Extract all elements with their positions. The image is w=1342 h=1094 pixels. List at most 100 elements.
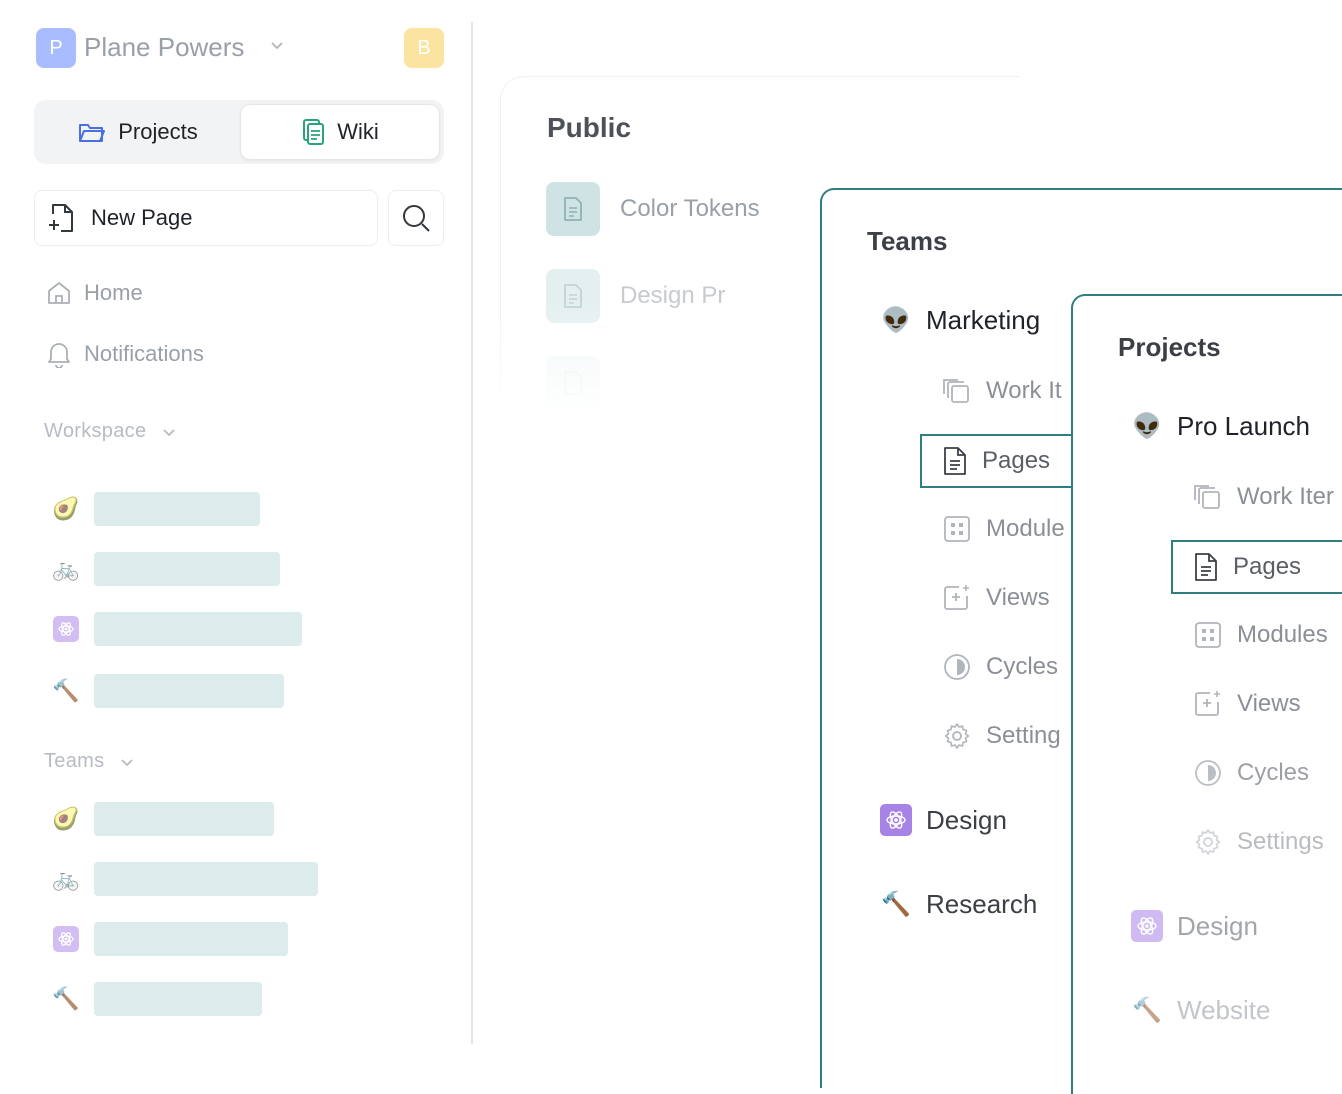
section-teams[interactable]: Teams xyxy=(44,750,134,773)
public-item[interactable]: Color Tokens xyxy=(546,182,760,236)
user-avatar[interactable]: B xyxy=(404,28,444,68)
document-icon xyxy=(546,182,600,236)
sub-item-label: Work Iter xyxy=(1237,483,1334,510)
bicycle-icon: 🚲 xyxy=(52,556,80,581)
team-group-research[interactable]: 🔨 Research xyxy=(880,888,1037,920)
new-page-label: New Page xyxy=(91,205,193,230)
sub-item-cycles[interactable]: Cycles xyxy=(1193,758,1342,788)
tab-wiki-label: Wiki xyxy=(337,119,379,144)
sub-item-views[interactable]: Views xyxy=(942,583,1072,613)
list-item[interactable] xyxy=(52,922,288,956)
workspace-name[interactable]: Plane Powers xyxy=(84,32,245,62)
section-workspace-label: Workspace xyxy=(44,420,147,442)
nav-home[interactable]: Home xyxy=(46,280,143,306)
list-item[interactable]: 🔨 xyxy=(52,674,284,708)
placeholder-bar xyxy=(94,612,302,646)
project-group-website[interactable]: 🔨 Website xyxy=(1131,994,1270,1026)
team-group-design[interactable]: Design xyxy=(880,804,1007,836)
views-icon xyxy=(1193,689,1223,719)
sub-item-work-items[interactable]: Work It xyxy=(942,376,1072,406)
sub-item-modules[interactable]: Modules xyxy=(1193,620,1342,650)
nav-home-label: Home xyxy=(84,280,143,305)
folder-icon xyxy=(78,120,106,144)
view-switcher: Projects Wiki xyxy=(34,100,444,164)
sub-item-label: Pages xyxy=(1233,553,1302,580)
team-group-label: Marketing xyxy=(926,304,1041,335)
team-group-marketing[interactable]: 👽 Marketing xyxy=(880,304,1040,336)
sub-item-label: Views xyxy=(986,584,1050,611)
home-icon xyxy=(46,280,72,306)
chevron-down-icon[interactable] xyxy=(270,38,284,52)
project-group-design[interactable]: Design xyxy=(1131,910,1258,942)
sub-item-settings[interactable]: Setting xyxy=(942,721,1072,751)
avocado-icon: 🥑 xyxy=(52,806,80,831)
project-group-label: Design xyxy=(1177,910,1258,941)
list-item[interactable]: 🥑 xyxy=(52,492,260,526)
new-page-button[interactable]: New Page xyxy=(34,190,378,246)
views-icon xyxy=(942,583,972,613)
alien-icon: 👽 xyxy=(1132,412,1162,440)
tab-projects-label: Projects xyxy=(118,119,198,144)
sub-item-label: Modules xyxy=(1237,621,1328,648)
nav-notifications[interactable]: Notifications xyxy=(46,340,204,368)
team-group-label: Design xyxy=(926,804,1007,835)
section-teams-label: Teams xyxy=(44,750,105,772)
chevron-down-icon xyxy=(162,425,176,439)
tab-projects[interactable]: Projects xyxy=(38,104,238,160)
sub-item-cycles[interactable]: Cycles xyxy=(942,652,1072,682)
modules-icon xyxy=(1193,620,1223,650)
list-item[interactable] xyxy=(52,612,302,646)
fade-overlay xyxy=(500,300,830,420)
atom-icon xyxy=(1131,910,1163,942)
list-item[interactable]: 🥑 xyxy=(52,802,274,836)
sub-item-label: Pages xyxy=(982,447,1051,474)
hammer-icon: 🔨 xyxy=(1132,996,1162,1024)
sub-item-views[interactable]: Views xyxy=(1193,689,1342,719)
projects-card-title: Projects xyxy=(1118,332,1221,362)
list-item[interactable]: 🚲 xyxy=(52,552,280,586)
hammer-icon: 🔨 xyxy=(881,890,911,918)
avocado-icon: 🥑 xyxy=(52,496,80,521)
alien-icon: 👽 xyxy=(881,306,911,334)
section-workspace[interactable]: Workspace xyxy=(44,420,176,443)
project-group-pro-launch[interactable]: 👽 Pro Launch xyxy=(1131,410,1310,442)
atom-icon xyxy=(52,615,80,643)
list-item[interactable]: 🔨 xyxy=(52,982,262,1016)
public-title: Public xyxy=(547,112,632,143)
sub-item-label: Work It xyxy=(986,377,1062,404)
gear-icon xyxy=(1193,827,1223,857)
sub-item-work-items[interactable]: Work Iter xyxy=(1193,482,1342,512)
sub-item-label: Settings xyxy=(1237,828,1324,855)
wiki-doc-icon xyxy=(301,118,325,146)
sub-item-pages[interactable]: Pages xyxy=(1171,540,1342,594)
sub-item-label: Setting xyxy=(986,722,1061,749)
teams-card-title: Teams xyxy=(867,226,948,256)
layers-icon xyxy=(942,376,972,406)
tab-wiki[interactable]: Wiki xyxy=(240,104,440,160)
placeholder-bar xyxy=(94,492,260,526)
projects-card xyxy=(1071,294,1342,1094)
team-group-label: Research xyxy=(926,888,1038,919)
placeholder-bar xyxy=(94,922,288,956)
hammer-icon: 🔨 xyxy=(52,986,80,1011)
sub-item-label: Views xyxy=(1237,690,1301,717)
sub-item-settings[interactable]: Settings xyxy=(1193,827,1342,857)
gear-icon xyxy=(942,721,972,751)
search-button[interactable] xyxy=(388,190,444,246)
sub-item-pages[interactable]: Pages xyxy=(920,434,1080,488)
public-card xyxy=(500,76,1020,396)
page-icon xyxy=(942,446,968,476)
user-initial: B xyxy=(417,36,431,59)
atom-icon xyxy=(880,804,912,836)
placeholder-bar xyxy=(94,982,262,1016)
cycles-icon xyxy=(942,652,972,682)
hammer-icon: 🔨 xyxy=(52,678,80,703)
sub-item-modules[interactable]: Module xyxy=(942,514,1072,544)
bicycle-icon: 🚲 xyxy=(52,866,80,891)
list-item[interactable]: 🚲 xyxy=(52,862,318,896)
modules-icon xyxy=(942,514,972,544)
search-icon xyxy=(401,203,431,233)
nav-notifications-label: Notifications xyxy=(84,341,204,366)
workspace-avatar[interactable]: P xyxy=(36,28,76,68)
project-group-label: Pro Launch xyxy=(1177,410,1310,441)
